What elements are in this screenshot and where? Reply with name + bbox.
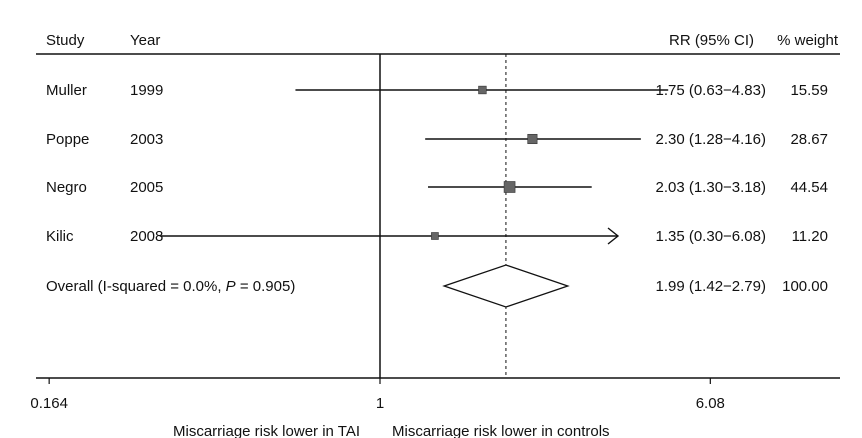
axis-left-caption: Miscarriage risk lower in TAI — [173, 423, 360, 438]
overall-label: Overall (I-squared = 0.0%, P = 0.905) — [46, 278, 295, 295]
header-year: Year — [130, 32, 160, 49]
study-name: Muller — [46, 82, 87, 99]
study-rr: 2.30 (1.28−4.16) — [655, 131, 766, 148]
x-axis-tick-label: 6.08 — [696, 395, 725, 412]
overall-label-suffix: = 0.905) — [236, 278, 296, 295]
study-year: 1999 — [130, 82, 163, 99]
study-rr: 1.35 (0.30−6.08) — [655, 228, 766, 245]
overall-rr: 1.99 (1.42−2.79) — [655, 278, 766, 295]
header-study: Study — [46, 32, 85, 49]
study-point-estimate — [503, 181, 516, 193]
study-rr: 2.03 (1.30−3.18) — [655, 179, 766, 196]
overall-weight: 100.00 — [782, 278, 828, 295]
header-weight: % weight — [777, 32, 839, 49]
overall-label-prefix: Overall (I-squared = 0.0%, — [46, 278, 226, 295]
plot-marks: Muller 1999 1.75 (0.63−4.83) 15.59 Poppe 2003… — [30, 54, 840, 412]
study-name: Kilic — [46, 228, 74, 245]
study-weight: 44.54 — [790, 179, 828, 196]
overall-label-p: P — [226, 278, 236, 295]
x-axis-tick-label: 0.164 — [30, 395, 68, 412]
study-weight: 11.20 — [792, 228, 828, 245]
study-point-estimate — [431, 232, 439, 240]
study-point-estimate — [478, 85, 487, 95]
study-year: 2005 — [130, 179, 163, 196]
study-name: Poppe — [46, 131, 89, 148]
study-weight: 15.59 — [790, 82, 828, 99]
study-ci-arrow — [607, 227, 620, 245]
study-point-estimate — [527, 133, 538, 145]
study-rr: 1.75 (0.63−4.83) — [655, 82, 766, 99]
study-year: 2008 — [130, 228, 163, 245]
axis-right-caption: Miscarriage risk lower in controls — [392, 423, 610, 438]
study-year: 2003 — [130, 131, 163, 148]
overall-diamond — [442, 264, 570, 308]
x-axis-tick-label: 1 — [376, 395, 384, 412]
header-rr: RR (95% CI) — [669, 32, 754, 49]
study-name: Negro — [46, 179, 87, 196]
study-weight: 28.67 — [790, 131, 828, 148]
